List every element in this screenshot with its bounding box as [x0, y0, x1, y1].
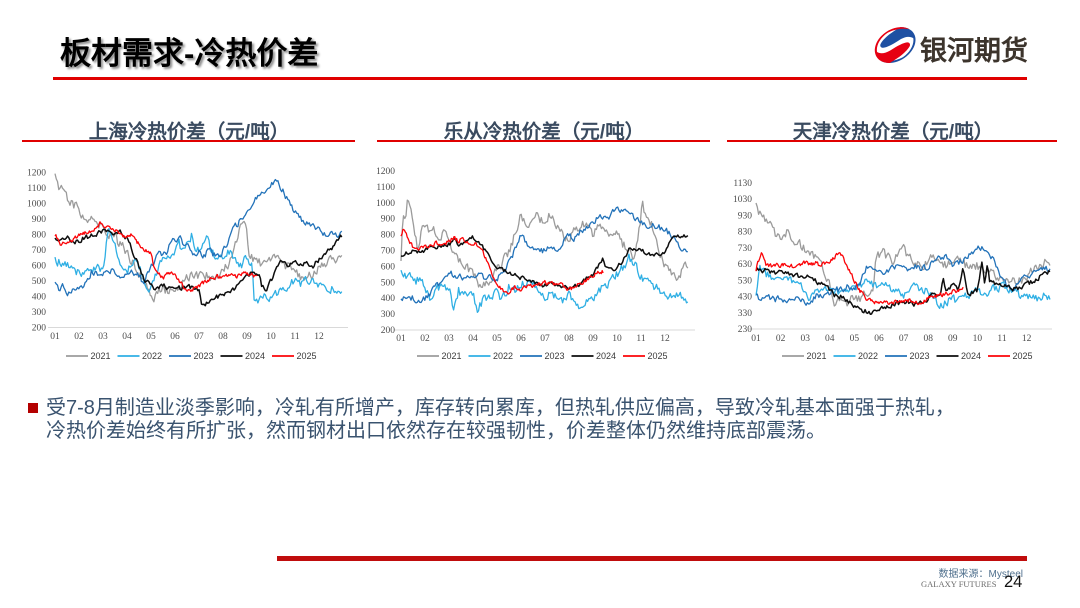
svg-text:07: 07 — [194, 332, 204, 342]
svg-text:2025: 2025 — [648, 351, 668, 361]
svg-text:10: 10 — [612, 334, 622, 344]
svg-text:02: 02 — [776, 334, 786, 344]
svg-text:1000: 1000 — [27, 199, 46, 209]
svg-text:08: 08 — [564, 334, 574, 344]
svg-text:09: 09 — [588, 334, 598, 344]
svg-text:04: 04 — [468, 334, 478, 344]
svg-text:2022: 2022 — [142, 351, 162, 361]
svg-text:12: 12 — [660, 334, 670, 344]
svg-text:12: 12 — [314, 332, 324, 342]
svg-text:03: 03 — [98, 332, 108, 342]
svg-text:430: 430 — [738, 293, 753, 303]
svg-text:200: 200 — [32, 324, 47, 334]
svg-text:2023: 2023 — [194, 351, 214, 361]
svg-text:730: 730 — [738, 244, 753, 254]
svg-text:1200: 1200 — [27, 168, 46, 178]
svg-text:03: 03 — [800, 334, 810, 344]
svg-text:2024: 2024 — [961, 351, 981, 361]
svg-text:900: 900 — [32, 215, 47, 225]
svg-text:03: 03 — [444, 334, 454, 344]
svg-text:10: 10 — [266, 332, 276, 342]
svg-text:09: 09 — [242, 332, 252, 342]
svg-text:630: 630 — [738, 260, 753, 270]
svg-text:07: 07 — [899, 334, 909, 344]
svg-text:05: 05 — [146, 332, 156, 342]
svg-text:200: 200 — [381, 326, 396, 336]
svg-text:400: 400 — [32, 293, 47, 303]
svg-text:05: 05 — [850, 334, 860, 344]
svg-text:530: 530 — [738, 276, 753, 286]
svg-text:700: 700 — [32, 246, 47, 256]
svg-text:830: 830 — [738, 228, 753, 238]
svg-text:06: 06 — [516, 334, 526, 344]
svg-text:04: 04 — [825, 334, 835, 344]
svg-text:300: 300 — [32, 308, 47, 318]
svg-text:2021: 2021 — [91, 351, 111, 361]
svg-text:2021: 2021 — [442, 351, 462, 361]
svg-text:1100: 1100 — [27, 184, 46, 194]
svg-text:300: 300 — [381, 310, 396, 320]
svg-text:07: 07 — [540, 334, 550, 344]
svg-text:04: 04 — [122, 332, 132, 342]
svg-text:600: 600 — [381, 262, 396, 272]
svg-text:1030: 1030 — [733, 195, 752, 205]
svg-text:2023: 2023 — [545, 351, 565, 361]
svg-text:700: 700 — [381, 247, 396, 257]
svg-text:800: 800 — [32, 230, 47, 240]
svg-text:11: 11 — [997, 334, 1006, 344]
svg-text:12: 12 — [1022, 334, 1032, 344]
svg-text:900: 900 — [381, 215, 396, 225]
svg-text:2025: 2025 — [1013, 351, 1033, 361]
svg-text:230: 230 — [738, 325, 753, 335]
svg-text:1000: 1000 — [377, 199, 395, 209]
svg-text:2025: 2025 — [297, 351, 317, 361]
svg-text:930: 930 — [738, 212, 753, 222]
svg-text:08: 08 — [923, 334, 933, 344]
svg-text:1200: 1200 — [377, 167, 395, 177]
svg-text:11: 11 — [290, 332, 299, 342]
svg-text:400: 400 — [381, 294, 396, 304]
svg-text:06: 06 — [874, 334, 884, 344]
svg-text:2022: 2022 — [493, 351, 513, 361]
svg-text:08: 08 — [218, 332, 228, 342]
svg-text:01: 01 — [50, 332, 60, 342]
svg-text:05: 05 — [492, 334, 502, 344]
svg-text:02: 02 — [74, 332, 84, 342]
svg-text:09: 09 — [948, 334, 958, 344]
svg-text:500: 500 — [32, 277, 47, 287]
svg-text:2022: 2022 — [858, 351, 878, 361]
svg-text:02: 02 — [420, 334, 430, 344]
svg-text:2024: 2024 — [596, 351, 616, 361]
svg-text:800: 800 — [381, 231, 396, 241]
svg-text:01: 01 — [396, 334, 406, 344]
svg-text:2024: 2024 — [245, 351, 265, 361]
svg-text:1130: 1130 — [733, 179, 752, 189]
svg-text:330: 330 — [738, 309, 753, 319]
svg-text:600: 600 — [32, 262, 47, 272]
svg-text:01: 01 — [751, 334, 761, 344]
svg-text:500: 500 — [381, 278, 396, 288]
svg-text:11: 11 — [636, 334, 645, 344]
svg-text:1100: 1100 — [377, 183, 395, 193]
svg-text:2023: 2023 — [910, 351, 930, 361]
svg-text:10: 10 — [973, 334, 983, 344]
svg-text:2021: 2021 — [807, 351, 827, 361]
svg-text:06: 06 — [170, 332, 180, 342]
